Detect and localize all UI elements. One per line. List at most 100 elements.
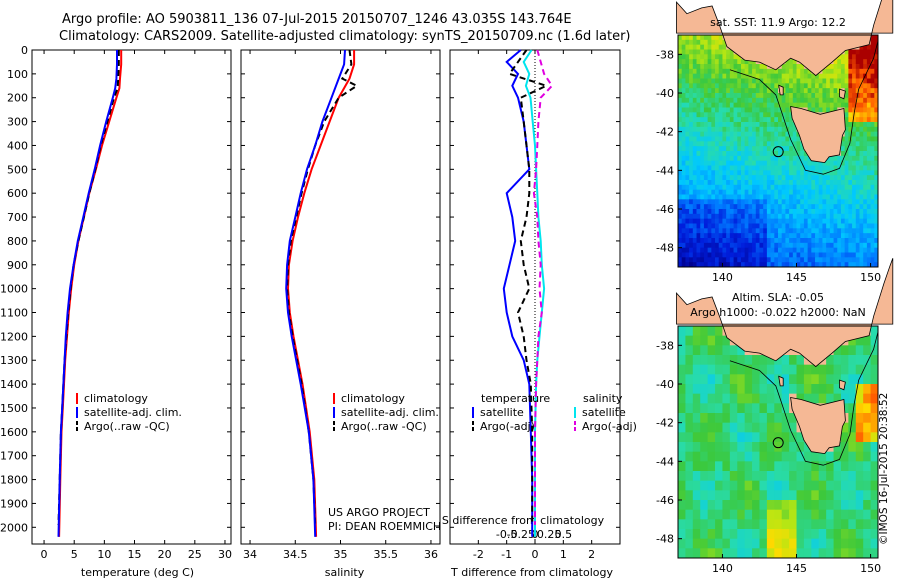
map-cell: [781, 170, 786, 176]
map-cell: [866, 136, 871, 142]
map-cell: [740, 247, 746, 253]
map-cell: [840, 529, 849, 540]
map-cell: [859, 131, 864, 137]
map-cell: [781, 218, 786, 224]
coastline: [778, 375, 784, 387]
map-cell: [852, 165, 857, 171]
map-cell: [692, 102, 697, 108]
map-cell: [848, 384, 857, 395]
map-cell: [729, 471, 738, 482]
map-cell: [874, 213, 879, 220]
sla-map-title-line-1: Altim. SLA: -0.05: [732, 291, 824, 304]
map-cell: [822, 88, 827, 94]
map-cell: [718, 204, 723, 210]
map-cell: [796, 93, 801, 99]
map-cell: [685, 194, 690, 200]
map-cell: [681, 49, 686, 55]
map-cell: [866, 180, 871, 186]
map-cell: [855, 490, 864, 501]
map-cell: [840, 432, 849, 443]
map-cell: [789, 204, 794, 210]
map-cell: [703, 233, 709, 239]
map-cell: [866, 93, 871, 99]
map-cell: [715, 78, 720, 84]
map-cell: [785, 146, 790, 152]
map-cell: [729, 422, 738, 433]
map-cell: [770, 88, 775, 94]
map-cell: [740, 213, 746, 220]
map-cell: [829, 68, 834, 75]
map-cell: [815, 93, 820, 99]
map-cell: [752, 374, 760, 385]
map-cell: [826, 451, 834, 462]
map-cell: [681, 199, 686, 205]
map-cell: [744, 218, 749, 224]
map-cell: [848, 112, 853, 118]
map-cell: [766, 262, 771, 268]
map-cell: [833, 233, 838, 239]
map-cell: [826, 471, 834, 482]
map-cell: [874, 247, 879, 253]
map-cell: [685, 384, 694, 395]
map-cell: [759, 209, 764, 215]
map-cell: [763, 247, 768, 253]
map-cell: [822, 228, 827, 234]
map-cell: [740, 209, 746, 215]
map-cell: [715, 175, 720, 181]
map-cell: [826, 238, 831, 244]
map-cell: [811, 451, 820, 462]
map-cell: [770, 126, 775, 133]
map-cell: [737, 500, 746, 511]
map-cell: [740, 242, 746, 249]
map-cell: [722, 209, 727, 215]
map-cell: [681, 39, 686, 46]
map-cell: [800, 184, 805, 191]
map-cell: [763, 136, 768, 142]
map-cell: [829, 180, 834, 186]
map-cell: [792, 102, 797, 108]
map-cell: [711, 126, 716, 133]
map-cell: [737, 136, 742, 142]
map-cell: [711, 170, 716, 176]
map-cell: [759, 223, 764, 229]
map-cell: [700, 44, 705, 50]
map-cell: [700, 374, 709, 385]
map-cell: [866, 194, 871, 200]
map-cell: [733, 78, 738, 84]
legend-salinity-argo-label: Argo(-adj): [582, 420, 637, 433]
map-cell: [729, 374, 738, 385]
map-cell: [726, 204, 731, 210]
map-cell: [715, 345, 723, 356]
map-cell: [840, 213, 846, 220]
map-cell: [696, 209, 701, 215]
map-cell: [729, 233, 734, 239]
depth-tick-label: 900: [7, 259, 28, 272]
map-cell: [700, 59, 705, 65]
map-cell: [722, 175, 727, 181]
temperature-difference-x-tick-label: -1: [501, 548, 512, 561]
map-cell: [681, 117, 686, 123]
map-cell: [711, 213, 716, 220]
map-cell: [737, 175, 742, 181]
map-cell: [678, 184, 683, 191]
map-cell: [763, 122, 768, 128]
map-cell: [752, 209, 757, 215]
map-cell: [700, 136, 705, 142]
map-cell: [781, 500, 790, 511]
map-cell: [803, 262, 809, 268]
map-cell: [752, 384, 760, 395]
map-cell: [807, 228, 812, 234]
map-cell: [707, 364, 716, 375]
map-cell: [685, 218, 690, 224]
map-cell: [826, 189, 831, 195]
map-cell: [718, 170, 723, 176]
map-cell: [700, 83, 705, 89]
map-cell: [752, 461, 760, 472]
map-cell: [818, 165, 823, 171]
depth-tick-label: 1300: [0, 354, 28, 367]
map-cell: [722, 223, 727, 229]
map-cell: [811, 471, 820, 482]
map-cell: [755, 88, 760, 94]
map-cell: [692, 39, 697, 46]
map-cell: [692, 393, 701, 404]
